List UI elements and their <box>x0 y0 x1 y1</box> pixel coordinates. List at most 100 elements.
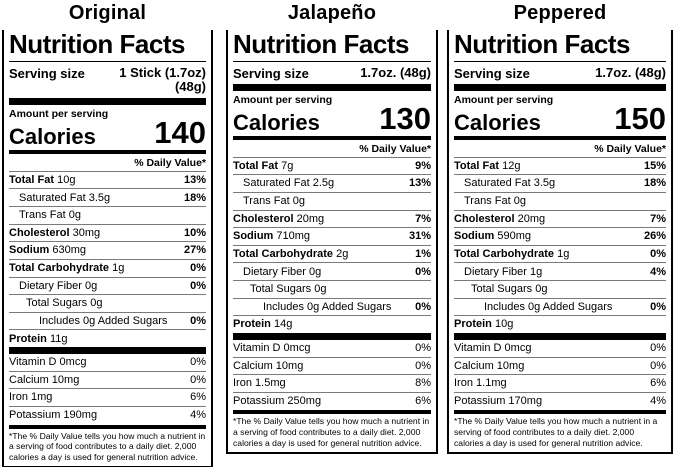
nutrient-name: Includes 0g Added Sugars <box>484 300 613 313</box>
micronutrient-amount: 0mcg <box>283 342 311 355</box>
nutrient-daily-value: 0% <box>415 265 431 278</box>
nutrient-row: Total Sugars 0g <box>233 281 431 299</box>
calories-label: Calories <box>9 123 96 149</box>
nutrient-name-amount: Protein 14g <box>233 318 292 331</box>
nutrient-row: Dietary Fiber 1g 4% <box>454 263 666 282</box>
nutrition-label: Nutrition Facts Serving size 1 Stick (1.7o… <box>2 30 213 467</box>
nutrient-name-amount: Protein 10g <box>454 318 513 331</box>
nutrient-amount: 20mg <box>296 212 325 225</box>
micronutrient-amount: 0mcg <box>59 356 87 369</box>
nutrient-amount: 2.5g <box>312 177 335 190</box>
nutrient-amount: 0g <box>535 283 548 296</box>
nutrient-row: Trans Fat 0g <box>454 193 666 211</box>
micronutrient-daily-value: 6% <box>415 394 431 407</box>
nutrient-daily-value: 0% <box>190 262 206 275</box>
micronutrient-daily-value: 0% <box>650 359 666 372</box>
daily-value-header: % Daily Value* <box>454 140 666 158</box>
flavor-title: Original <box>68 2 147 24</box>
nutrient-name-amount: Trans Fat 0g <box>233 195 305 208</box>
amount-per-serving-label: Amount per serving <box>9 107 109 120</box>
nutrient-name: Total Carbohydrate <box>454 247 555 260</box>
nutrition-facts-title: Nutrition Facts <box>233 30 431 62</box>
micronutrient-name-amount: Vitamin D 0mcg <box>454 342 531 355</box>
nutrient-name-amount: Saturated Fat 2.5g <box>233 177 334 190</box>
nutrient-name-amount: Includes 0g Added Sugars <box>233 301 391 314</box>
nutrient-row: Includes 0g Added Sugars 0% <box>9 313 206 331</box>
nutrient-name-amount: Cholesterol 20mg <box>454 213 545 226</box>
micronutrient-name-amount: Calcium 10mg <box>9 374 79 387</box>
nutrient-name: Cholesterol <box>454 212 515 225</box>
nutrient-row: Saturated Fat 2.5g 13% <box>233 175 431 193</box>
nutrient-row: Total Carbohydrate 1g 0% <box>9 260 206 278</box>
serving-size-value: 1.7oz. (48g) <box>360 65 431 81</box>
nutrient-name-amount: Total Fat 12g <box>454 160 520 173</box>
nutrient-name: Protein <box>454 318 492 331</box>
amount-per-serving-label: Amount per serving <box>454 93 554 106</box>
serving-size-row: Serving size 1.7oz. (48g) <box>233 62 431 84</box>
nutrient-amount: 0g <box>513 195 526 208</box>
serving-size-label: Serving size <box>233 65 309 81</box>
nutrient-list: Total Fat 10g 13% Saturated Fat 3.5g 18% Tra… <box>9 172 206 347</box>
nutrient-name-amount: Includes 0g Added Sugars <box>9 315 167 328</box>
nutrient-daily-value: 31% <box>408 230 431 243</box>
nutrient-name: Total Fat <box>454 159 500 172</box>
nutrient-row: Sodium 710mg 31% <box>233 228 431 246</box>
micronutrient-name: Calcium <box>233 359 273 372</box>
nutrient-amount: 0g <box>309 265 322 278</box>
nutrient-name: Saturated Fat <box>464 177 531 190</box>
micronutrient-name-amount: Potassium 170mg <box>454 395 542 408</box>
nutrient-name-amount: Dietary Fiber 1g <box>454 266 542 279</box>
medium-divider-bar <box>454 410 666 415</box>
micronutrient-name-amount: Vitamin D 0mcg <box>233 342 310 355</box>
nutrient-name: Cholesterol <box>233 212 294 225</box>
nutrient-name-amount: Total Fat 7g <box>233 160 293 173</box>
micronutrient-list: Vitamin D 0mcg 0% Calcium 10mg 0% Iron 1.1mg… <box>454 340 666 410</box>
nutrient-amount: 3.5g <box>88 191 111 204</box>
serving-size-row: Serving size 1 Stick (1.7oz) (48g) <box>9 62 206 98</box>
nutrient-amount: 0g <box>292 195 305 208</box>
nutrient-row: Includes 0g Added Sugars 0% <box>233 299 431 317</box>
nutrient-name-amount: Dietary Fiber 0g <box>233 266 321 279</box>
nutrient-name: Total Carbohydrate <box>233 247 334 260</box>
nutrient-daily-value: 0% <box>190 314 206 327</box>
nutrient-name: Total Sugars <box>250 283 312 296</box>
calories-value: 150 <box>614 101 666 137</box>
nutrient-amount: 7g <box>281 159 294 172</box>
nutrient-row: Total Fat 7g 9% <box>233 158 431 176</box>
thick-divider-bar <box>233 83 431 91</box>
nutrient-amount: 0g <box>90 297 103 310</box>
flavor-title: Jalapeño <box>287 2 377 24</box>
thick-divider-bar <box>233 332 431 340</box>
nutrient-daily-value: 27% <box>183 244 206 257</box>
micronutrient-daily-value: 6% <box>190 391 206 404</box>
nutrient-name: Total Carbohydrate <box>9 262 110 275</box>
flavor-title: Peppered <box>513 2 607 24</box>
nutrient-name: Saturated Fat <box>19 191 86 204</box>
nutrient-row: Includes 0g Added Sugars 0% <box>454 299 666 317</box>
micronutrient-name: Vitamin D <box>233 342 281 355</box>
nutrient-amount: 1g <box>112 262 125 275</box>
micronutrient-row: Potassium 190mg 4% <box>9 407 206 424</box>
nutrient-row: Total Fat 12g 15% <box>454 158 666 176</box>
nutrient-amount: 1g <box>557 247 570 260</box>
nutrient-daily-value: 0% <box>650 247 666 260</box>
micronutrient-name-amount: Potassium 250mg <box>233 395 321 408</box>
nutrition-facts-title: Nutrition Facts <box>9 30 206 62</box>
nutrient-daily-value: 0% <box>190 279 206 292</box>
serving-size-line: 1 Stick (1.7oz) <box>119 64 206 80</box>
nutrition-facts-title: Nutrition Facts <box>454 30 666 62</box>
micronutrient-name-amount: Iron 1.5mg <box>233 377 286 390</box>
nutrient-name: Sodium <box>233 230 274 243</box>
micronutrient-daily-value: 4% <box>650 394 666 407</box>
nutrient-daily-value: 18% <box>183 191 206 204</box>
nutrient-daily-value: 18% <box>643 177 666 190</box>
serving-size-line: (48g) <box>174 79 206 95</box>
medium-divider-bar <box>233 135 431 140</box>
calories-value: 130 <box>379 101 431 137</box>
thick-divider-bar <box>9 347 206 354</box>
nutrient-row: Saturated Fat 3.5g 18% <box>454 175 666 193</box>
nutrient-row: Trans Fat 0g <box>233 193 431 211</box>
nutrient-row: Sodium 630mg 27% <box>9 242 206 260</box>
thick-divider-bar <box>454 332 666 340</box>
